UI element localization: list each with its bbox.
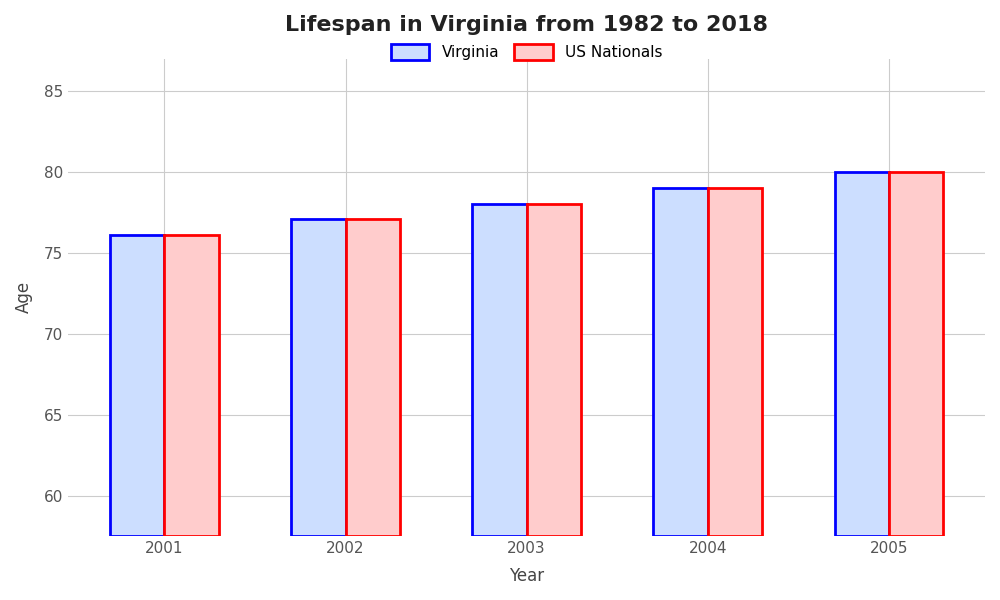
Bar bbox=[472, 205, 527, 536]
Legend: Virginia, US Nationals: Virginia, US Nationals bbox=[385, 38, 668, 66]
Bar bbox=[527, 205, 581, 536]
Bar bbox=[291, 219, 346, 536]
Title: Lifespan in Virginia from 1982 to 2018: Lifespan in Virginia from 1982 to 2018 bbox=[285, 15, 768, 35]
X-axis label: Year: Year bbox=[509, 567, 544, 585]
Bar bbox=[164, 235, 219, 536]
Bar bbox=[708, 188, 762, 536]
Bar bbox=[835, 172, 889, 536]
Bar bbox=[889, 172, 943, 536]
Bar bbox=[110, 235, 164, 536]
Bar bbox=[653, 188, 708, 536]
Y-axis label: Age: Age bbox=[15, 281, 33, 313]
Bar bbox=[346, 219, 400, 536]
